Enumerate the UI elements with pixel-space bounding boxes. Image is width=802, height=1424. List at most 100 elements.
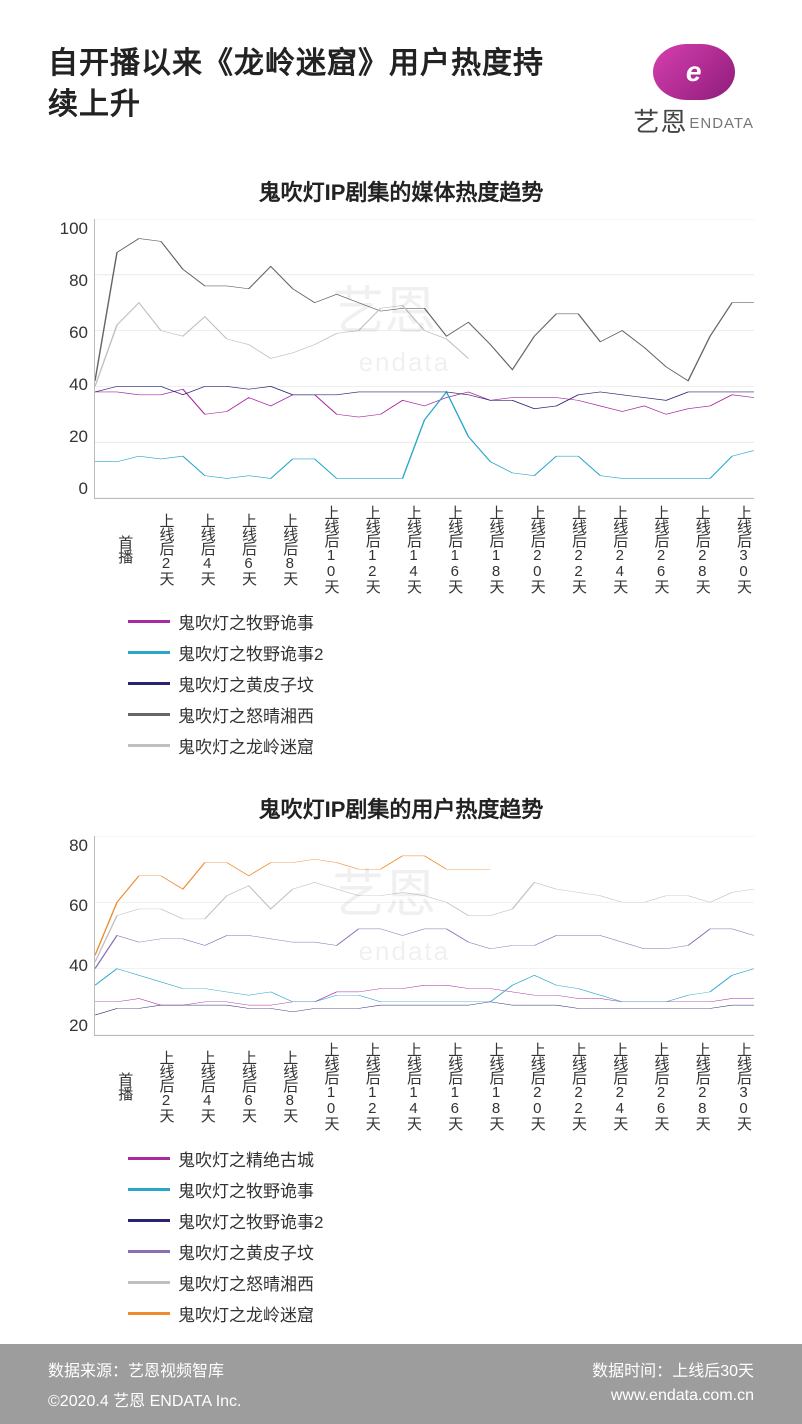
legend-swatch: [128, 682, 170, 685]
xtick: 上线后24天: [589, 499, 630, 593]
chart2-wrap: 80604020 艺恩 endata: [48, 836, 754, 1036]
header: 自开播以来《龙岭迷窟》用户热度持续上升 e 艺恩ENDATA: [0, 0, 802, 139]
series-line: [95, 929, 754, 969]
xtick: 上线后30天: [713, 499, 754, 593]
footer-row2: ©2020.4 艺恩 ENDATA Inc. www.endata.com.cn: [48, 1387, 754, 1411]
chart2-plot: 艺恩 endata: [94, 836, 754, 1036]
series-line: [95, 389, 754, 417]
chart1-wrap: 100 80 60 40 20 0 艺恩 endata: [48, 219, 754, 499]
ytick: 80: [69, 271, 88, 291]
legend-item: 鬼吹灯之怒晴湘西: [128, 702, 408, 727]
legend-item: 鬼吹灯之黄皮子坟: [128, 1239, 408, 1264]
ytick: 20: [69, 1016, 88, 1036]
legend-swatch: [128, 1250, 170, 1253]
chart-media-heat: 鬼吹灯IP剧集的媒体热度趋势 100 80 60 40 20 0 艺恩 endata 首播…: [0, 175, 802, 758]
legend-swatch: [128, 1281, 170, 1284]
legend-label: 鬼吹灯之怒晴湘西: [178, 702, 314, 727]
xtick: 首播: [94, 1036, 135, 1130]
data-source: 数据来源：艺恩视频智库: [48, 1357, 224, 1381]
chart2-svg: [95, 836, 754, 1035]
legend-label: 鬼吹灯之精绝古城: [178, 1146, 314, 1171]
legend-label: 鬼吹灯之怒晴湘西: [178, 1270, 314, 1295]
logo: e 艺恩ENDATA: [633, 44, 754, 139]
legend-swatch: [128, 744, 170, 747]
data-time: 数据时间：上线后30天: [592, 1357, 754, 1381]
xtick: 上线后20天: [507, 499, 548, 593]
url: www.endata.com.cn: [611, 1387, 754, 1411]
xtick: 上线后10天: [300, 1036, 341, 1130]
legend-item: 鬼吹灯之牧野诡事: [128, 1177, 408, 1202]
copyright: ©2020.4 艺恩 ENDATA Inc.: [48, 1387, 242, 1411]
xtick: 上线后10天: [300, 499, 341, 593]
chart1-plot: 艺恩 endata: [94, 219, 754, 499]
series-line: [95, 1002, 754, 1015]
xtick: 上线后8天: [259, 1036, 300, 1130]
legend-swatch: [128, 1312, 170, 1315]
xtick: 上线后6天: [218, 1036, 259, 1130]
xtick: 上线后20天: [507, 1036, 548, 1130]
xtick: 上线后22天: [548, 499, 589, 593]
chart1-legend: 鬼吹灯之牧野诡事鬼吹灯之牧野诡事2 鬼吹灯之黄皮子坟鬼吹灯之怒晴湘西鬼吹灯之龙岭迷…: [128, 609, 714, 758]
xtick: 上线后12天: [342, 499, 383, 593]
xtick: 上线后12天: [342, 1036, 383, 1130]
series-line: [95, 392, 754, 478]
series-line: [95, 386, 754, 408]
legend-label: 鬼吹灯之牧野诡事2: [178, 1208, 323, 1233]
logo-en: ENDATA: [689, 115, 754, 132]
series-line: [95, 303, 468, 387]
page-title: 自开播以来《龙岭迷窟》用户热度持续上升: [48, 44, 568, 125]
ytick: 0: [79, 479, 88, 499]
legend-item: 鬼吹灯之黄皮子坟: [128, 671, 408, 696]
logo-text: 艺恩ENDATA: [633, 102, 754, 139]
xtick: 上线后30天: [713, 1036, 754, 1130]
chart2-title: 鬼吹灯IP剧集的用户热度趋势: [48, 792, 754, 824]
xtick: 上线后2天: [135, 499, 176, 593]
xtick: 上线后26天: [630, 499, 671, 593]
xtick: 上线后28天: [672, 499, 713, 593]
xtick: 上线后8天: [259, 499, 300, 593]
ytick: 100: [60, 219, 88, 239]
legend-label: 鬼吹灯之龙岭迷窟: [178, 733, 314, 758]
xtick: 上线后2天: [135, 1036, 176, 1130]
xtick: 首播: [94, 499, 135, 593]
xtick: 上线后28天: [672, 1036, 713, 1130]
ytick: 40: [69, 375, 88, 395]
xtick: 上线后4天: [177, 1036, 218, 1130]
legend-swatch: [128, 651, 170, 654]
chart2-xaxis: 首播上线后2天上线后4天上线后6天上线后8天上线后10天上线后12天上线后14天…: [94, 1036, 754, 1130]
legend-item: 鬼吹灯之龙岭迷窟: [128, 733, 408, 758]
xtick: 上线后22天: [548, 1036, 589, 1130]
xtick: 上线后4天: [177, 499, 218, 593]
legend-label: 鬼吹灯之牧野诡事: [178, 1177, 314, 1202]
legend-label: 鬼吹灯之牧野诡事2: [178, 640, 323, 665]
ytick: 20: [69, 427, 88, 447]
legend-item: 鬼吹灯之牧野诡事2: [128, 640, 408, 665]
ytick: 60: [69, 896, 88, 916]
legend-label: 鬼吹灯之黄皮子坟: [178, 1239, 314, 1264]
xtick: 上线后24天: [589, 1036, 630, 1130]
legend-item: 鬼吹灯之龙岭迷窟: [128, 1301, 408, 1326]
ytick: 60: [69, 323, 88, 343]
ytick: 40: [69, 956, 88, 976]
logo-zh: 艺恩: [633, 107, 687, 137]
chart-user-heat: 鬼吹灯IP剧集的用户热度趋势 80604020 艺恩 endata 首播上线后2…: [0, 792, 802, 1326]
series-line: [95, 882, 754, 962]
chart2-legend: 鬼吹灯之精绝古城鬼吹灯之牧野诡事鬼吹灯之牧野诡事2 鬼吹灯之黄皮子坟鬼吹灯之怒晴湘…: [128, 1146, 714, 1326]
series-line: [95, 239, 754, 381]
xtick: 上线后18天: [465, 1036, 506, 1130]
legend-item: 鬼吹灯之牧野诡事: [128, 609, 408, 634]
xtick: 上线后14天: [383, 1036, 424, 1130]
series-line: [95, 856, 490, 956]
chart2-yaxis: 80604020: [48, 836, 94, 1036]
xtick: 上线后16天: [424, 1036, 465, 1130]
legend-label: 鬼吹灯之黄皮子坟: [178, 671, 314, 696]
xtick: 上线后16天: [424, 499, 465, 593]
chart1-yaxis: 100 80 60 40 20 0: [48, 219, 94, 499]
legend-swatch: [128, 1188, 170, 1191]
legend-item: 鬼吹灯之怒晴湘西: [128, 1270, 408, 1295]
legend-swatch: [128, 620, 170, 623]
footer-row1: 数据来源：艺恩视频智库 数据时间：上线后30天: [48, 1357, 754, 1381]
legend-label: 鬼吹灯之龙岭迷窟: [178, 1301, 314, 1326]
chart1-title: 鬼吹灯IP剧集的媒体热度趋势: [48, 175, 754, 207]
legend-label: 鬼吹灯之牧野诡事: [178, 609, 314, 634]
